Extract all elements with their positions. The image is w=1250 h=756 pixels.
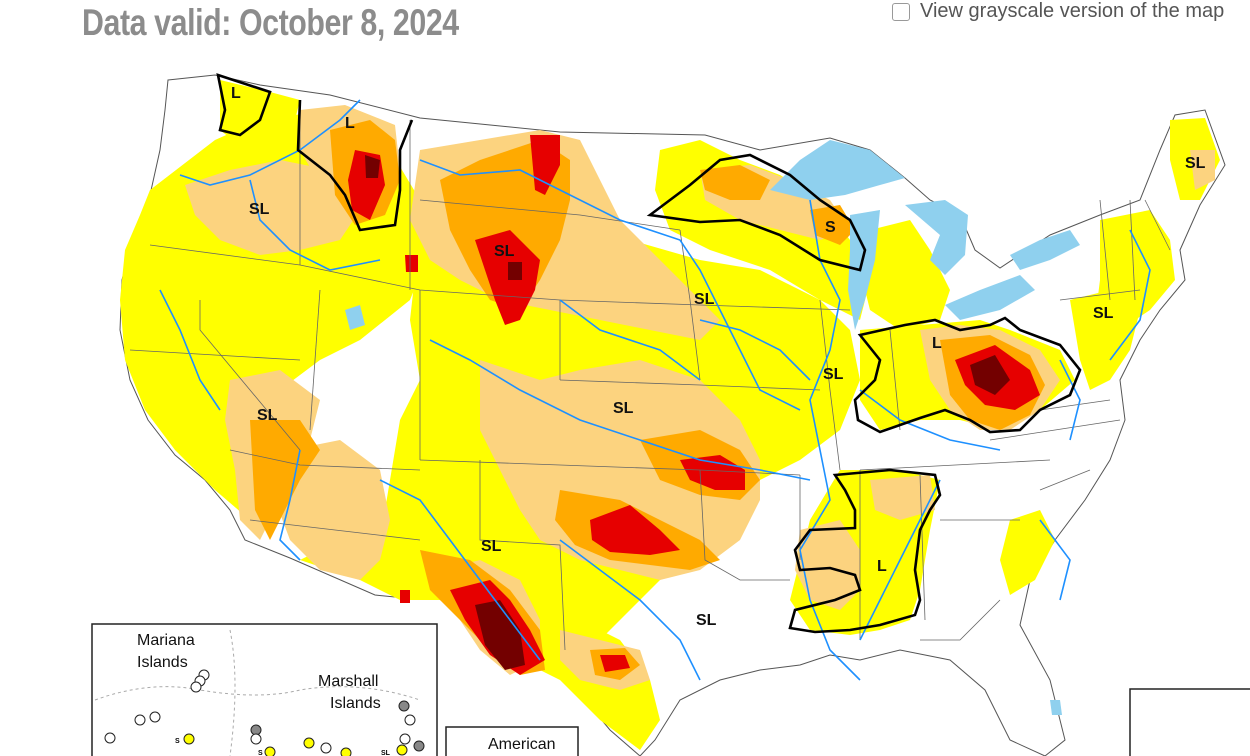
inset-label-mariana-2: Islands — [137, 654, 188, 671]
station-mark: S — [175, 738, 180, 745]
impact-label: SL — [1185, 155, 1206, 172]
rivers — [159, 99, 1151, 681]
impact-label: SL — [1093, 305, 1114, 322]
impact-label: SL — [494, 243, 515, 260]
grayscale-label[interactable]: View grayscale version of the map — [920, 0, 1225, 22]
impact-label: SL — [823, 366, 844, 383]
impact-label: SL — [481, 538, 502, 555]
impact-label: SL — [249, 201, 270, 218]
station-mark: S — [258, 750, 263, 756]
d4-areas — [365, 155, 1010, 670]
inset-label-american: American — [488, 736, 556, 753]
impact-label: SL — [613, 400, 634, 417]
inset-label-mariana-1: Mariana — [137, 632, 195, 649]
legend-inset-frame — [1129, 688, 1250, 756]
impact-label: SL — [257, 407, 278, 424]
impact-label: L — [345, 115, 355, 132]
station-mark: SL — [381, 750, 391, 756]
state-lines — [129, 100, 1171, 651]
impact-label: L — [932, 335, 942, 352]
station-circles — [104, 669, 425, 756]
grayscale-toggle[interactable]: View grayscale version of the map — [892, 0, 1224, 23]
pacific-inset: Mariana Islands Marshall Islands S S SL — [91, 623, 438, 756]
impact-labels: L L SL SL S SL SL SL L SL SL SL SL SL L — [231, 85, 1206, 629]
page-title: Data valid: October 8, 2024 — [82, 2, 459, 43]
impact-label: L — [877, 558, 887, 575]
impact-label: L — [231, 85, 241, 102]
d3-areas — [348, 135, 1040, 675]
impact-label: SL — [696, 612, 717, 629]
inset-label-marshall-1: Marshall — [318, 673, 378, 690]
american-samoa-inset: American — [445, 726, 579, 756]
impact-boundaries — [216, 73, 1082, 634]
impact-label: SL — [694, 291, 715, 308]
inset-label-marshall-2: Islands — [330, 695, 381, 712]
grayscale-checkbox[interactable] — [892, 2, 910, 21]
impact-label: S — [825, 219, 836, 236]
